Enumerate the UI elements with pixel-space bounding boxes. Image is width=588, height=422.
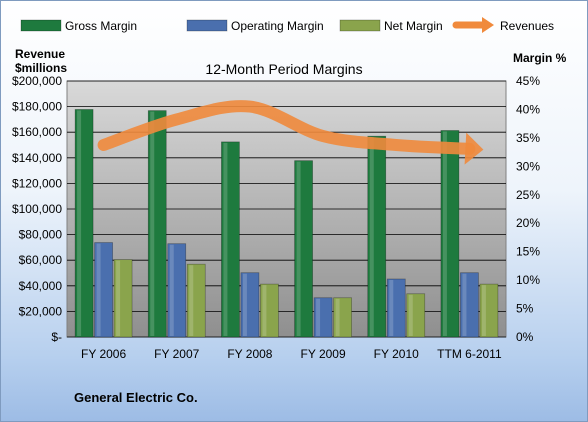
bar-highlight (223, 142, 228, 336)
bar-highlight (77, 110, 82, 336)
y-left-axis-label-unit: $millions (15, 61, 67, 75)
bar-highlight (442, 131, 447, 336)
bar-operating-margin (167, 243, 187, 338)
bar-highlight (262, 285, 267, 336)
x-tick-label: TTM 6-2011 (437, 347, 502, 361)
legend-label: Gross Margin (65, 19, 137, 33)
x-tick-label: FY 2010 (374, 347, 419, 361)
bar-highlight (462, 273, 467, 336)
bar-highlight (389, 279, 394, 336)
bar-gross-margin (440, 130, 460, 338)
revenues-arrowhead (464, 132, 484, 165)
y-left-tick-label: $20,000 (19, 304, 63, 318)
bar-highlight (369, 137, 374, 336)
bar-gross-margin (147, 110, 167, 338)
bar-gross-margin (367, 135, 387, 338)
bar-net-margin (333, 297, 352, 338)
y-left-tick-label: $200,000 (12, 74, 62, 88)
bar-net-margin (479, 283, 499, 338)
y-right-tick-label: 30% (516, 159, 540, 173)
y-right-tick-label: 25% (516, 188, 540, 202)
y-right-tick-label: 45% (516, 74, 540, 88)
legend-label: Revenues (500, 19, 554, 33)
bar-gross-margin (221, 141, 240, 338)
bar-highlight (408, 294, 413, 336)
y-right-tick-label: 35% (516, 131, 540, 145)
bar-highlight (96, 243, 101, 336)
legend-label: Operating Margin (231, 19, 324, 33)
chart-title: 12-Month Period Margins (205, 61, 362, 77)
y-left-tick-label: $60,000 (19, 253, 63, 267)
bar-highlight (116, 260, 121, 336)
bar-net-margin (186, 263, 206, 338)
y-left-tick-label: $120,000 (12, 176, 62, 190)
bar-gross-margin (74, 109, 94, 338)
bar-net-margin (260, 283, 279, 338)
y-left-tick-label: $160,000 (12, 125, 62, 139)
bar-gross-margin (294, 160, 313, 338)
y-left-tick-label: $140,000 (12, 151, 62, 165)
y-left-tick-label: $40,000 (19, 279, 63, 293)
y-right-tick-label: 40% (516, 102, 540, 116)
legend-swatch-net-margin (339, 19, 381, 32)
y-right-tick-label: 0% (516, 330, 534, 344)
y-right-tick-label: 10% (516, 273, 540, 287)
bar-operating-margin (313, 297, 333, 338)
y-right-tick-label: 15% (516, 245, 540, 259)
y-right-tick-label: 20% (516, 216, 540, 230)
bar-operating-margin (94, 242, 113, 338)
x-tick-label: FY 2009 (301, 347, 346, 361)
bar-highlight (296, 161, 301, 336)
bar-highlight (169, 244, 174, 336)
bar-operating-margin (460, 272, 479, 338)
legend-arrow-revenues (482, 17, 494, 33)
y-left-tick-label: $180,000 (12, 100, 62, 114)
y-left-tick-label: $- (51, 330, 62, 344)
bar-highlight (335, 298, 340, 336)
y-left-tick-label: $100,000 (12, 202, 62, 216)
bar-highlight (481, 285, 486, 336)
bar-highlight (316, 298, 321, 336)
company-name: General Electric Co. (74, 390, 198, 405)
legend-label: Net Margin (384, 19, 443, 33)
legend-swatch-gross-margin (20, 19, 62, 32)
x-tick-label: FY 2007 (154, 347, 199, 361)
bar-operating-margin (240, 272, 260, 338)
y-left-tick-label: $80,000 (19, 228, 63, 242)
bar-operating-margin (386, 278, 406, 338)
y-right-axis-label: Margin % (513, 51, 567, 65)
y-left-axis-label: Revenue (15, 47, 65, 61)
bar-net-margin (406, 293, 426, 338)
bar-net-margin (113, 259, 133, 338)
bar-highlight (189, 265, 194, 336)
x-tick-label: FY 2008 (227, 347, 272, 361)
bar-highlight (150, 111, 155, 337)
bar-highlight (242, 273, 247, 336)
revenues-line (97, 100, 476, 155)
y-right-tick-label: 5% (516, 302, 534, 316)
legend-swatch-operating-margin (186, 19, 228, 32)
x-tick-label: FY 2006 (81, 347, 126, 361)
